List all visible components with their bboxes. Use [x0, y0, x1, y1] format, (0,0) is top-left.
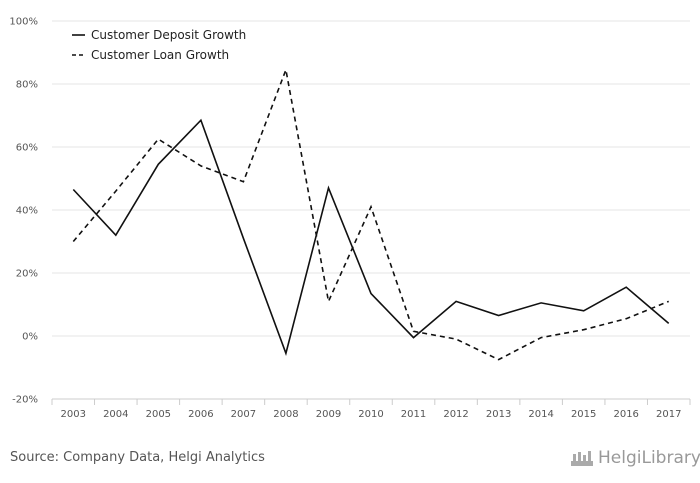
legend-label-loan: Customer Loan Growth [91, 48, 229, 62]
y-tick-label: 0% [22, 332, 38, 343]
library-icon [571, 451, 593, 466]
x-tick-label: 2007 [231, 409, 256, 420]
y-tick-label: 20% [16, 269, 38, 280]
y-axis-ticks: 100% 80% 60% 40% 20% 0% -20% [9, 17, 38, 406]
x-tick-label: 2004 [103, 409, 128, 420]
series-line-loan [72, 66, 670, 361]
x-tick-label: 2012 [443, 409, 468, 420]
x-tick-label: 2013 [486, 409, 511, 420]
series-lines [72, 66, 670, 361]
x-tick-label: 2003 [61, 409, 86, 420]
y-tick-label: 40% [16, 206, 38, 217]
legend: Customer Deposit Growth Customer Loan Gr… [72, 28, 246, 62]
x-tick-label: 2005 [146, 409, 171, 420]
x-tick-label: 2008 [273, 409, 298, 420]
series-line-deposit [72, 118, 670, 356]
x-tick-label: 2016 [613, 409, 638, 420]
y-tick-label: 80% [16, 80, 38, 91]
x-tick-label: 2006 [188, 409, 213, 420]
x-axis: 2003 2004 2005 2006 2007 2008 2009 2010 2011 2012… [51, 398, 691, 420]
y-tick-label: 100% [9, 17, 38, 28]
source-note: Source: Company Data, Helgi Analytics [10, 450, 265, 465]
x-tick-label: 2017 [656, 409, 681, 420]
x-tick-label: 2009 [316, 409, 341, 420]
x-tick-label: 2014 [528, 409, 553, 420]
legend-label-deposit: Customer Deposit Growth [91, 28, 246, 42]
x-tick-label: 2010 [358, 409, 383, 420]
y-tick-label: 60% [16, 143, 38, 154]
y-tick-label: -20% [12, 395, 38, 406]
brand-name: HelgiLibrary [598, 448, 700, 468]
grid-lines [52, 20, 690, 400]
brand-logo: HelgiLibrary [570, 448, 700, 468]
x-tick-label: 2011 [401, 409, 426, 420]
x-tick-label: 2015 [571, 409, 596, 420]
line-chart: 100%80%60%40%20%0%-20% 2003 2004 2005 2006 2… [9, 17, 691, 420]
